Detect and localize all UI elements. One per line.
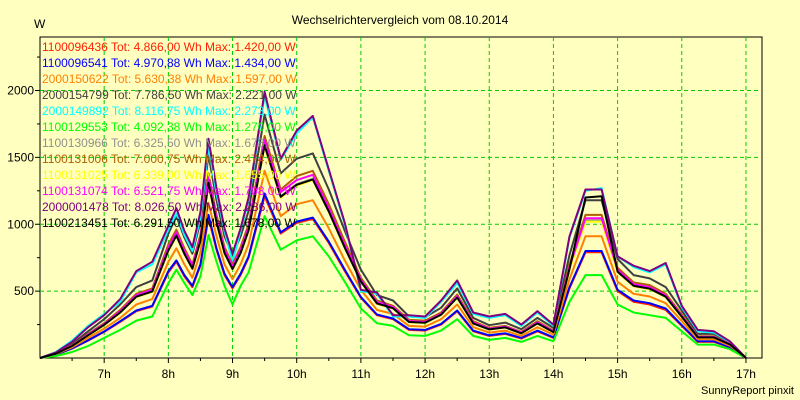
series-line xyxy=(39,192,747,359)
x-tick-label: 16h xyxy=(672,367,692,381)
legend-entry: 1100096436 Tot: 4.866,00 Wh Max: 1.420,0… xyxy=(42,40,296,54)
x-tick-label: 17h xyxy=(736,367,756,381)
axes: 7h 8h 9h 10h 11h 12h 13h 14h 15h 16h 17h 500 1000 150… xyxy=(7,56,756,381)
series-line xyxy=(39,215,747,359)
series-line xyxy=(39,169,747,359)
legend: 1100096436 Tot: 4.866,00 Wh Max: 1.420,0… xyxy=(42,40,297,230)
x-tick-label: 8h xyxy=(162,367,175,381)
x-tick-label: 7h xyxy=(97,367,110,381)
series-lines xyxy=(39,90,747,359)
legend-entry: 1100131006 Tot: 7.000,75 Wh Max: 2.474,0… xyxy=(42,152,296,166)
y-tick-label: 1000 xyxy=(7,217,34,231)
x-tick-label: 12h xyxy=(415,367,435,381)
y-axis-label: W xyxy=(34,17,46,31)
series-line xyxy=(39,144,747,359)
x-tick-label: 13h xyxy=(479,367,499,381)
legend-entry: 1100131025 Tot: 6.339,00 Wh Max: 1.655,0… xyxy=(42,168,296,182)
x-tick-label: 11h xyxy=(351,367,370,381)
footer-credit: SunnyReport pinxit xyxy=(701,385,794,397)
legend-entry: 2000150622 Tot: 5.630,38 Wh Max: 1.597,0… xyxy=(42,72,297,86)
legend-entry: 1100131074 Tot: 6.521,75 Wh Max: 1.708,0… xyxy=(42,184,296,198)
legend-entry: 1100130966 Tot: 6.325,50 Wh Max: 1.678,0… xyxy=(42,136,296,150)
x-tick-label: 15h xyxy=(608,367,628,381)
legend-entry: 1100129553 Tot: 4.092,38 Wh Max: 1.270,0… xyxy=(42,120,296,134)
legend-entry: 2000149892 Tot: 8.116,75 Wh Max: 2.273,0… xyxy=(42,104,296,118)
legend-entry: 2000154799 Tot: 7.786,50 Wh Max: 2.221,0… xyxy=(42,88,297,102)
y-tick-label: 1500 xyxy=(7,150,34,164)
y-tick-label: 500 xyxy=(14,284,34,298)
series-line xyxy=(39,90,747,359)
legend-entry: 1100096541 Tot: 4.970,88 Wh Max: 1.434,0… xyxy=(42,56,296,70)
x-tick-label: 14h xyxy=(543,367,563,381)
chart-title: Wechselrichtervergleich vom 08.10.2014 xyxy=(292,13,509,27)
y-tick-label: 2000 xyxy=(7,84,34,98)
x-tick-label: 10h xyxy=(287,367,307,381)
legend-entry: 2000001478 Tot: 8.026,50 Wh Max: 2.286,0… xyxy=(42,200,297,214)
legend-entry: 1100213451 Tot: 6.291,50 Wh Max: 1.678,0… xyxy=(42,216,296,230)
x-tick-label: 9h xyxy=(226,367,239,381)
